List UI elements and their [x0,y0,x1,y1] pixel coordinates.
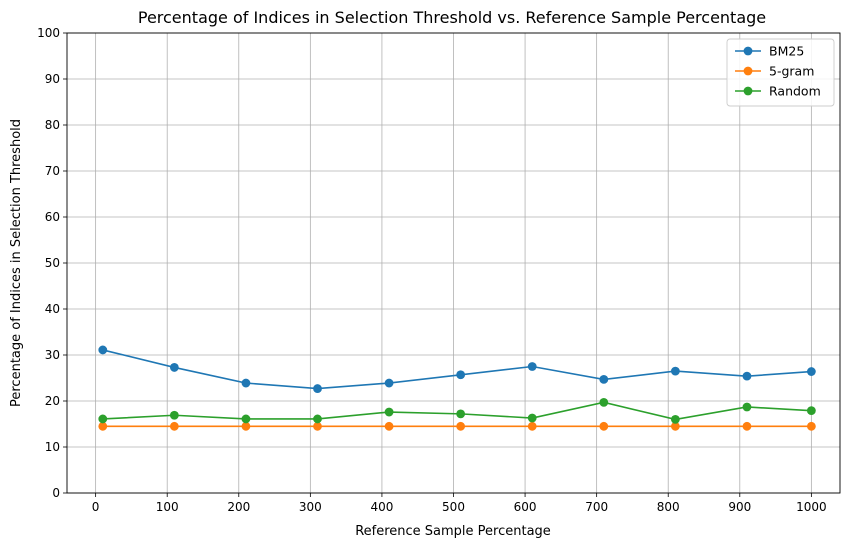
series-5-gram [98,421,816,431]
data-point-5-gram [670,421,680,431]
legend-label-bm25: BM25 [769,44,804,59]
y-tick-label: 90 [45,72,60,86]
x-tick-label: 700 [585,500,608,514]
x-tick-label: 400 [370,500,393,514]
data-point-bm25 [527,362,537,371]
data-point-5-gram [384,421,394,431]
data-point-random [527,413,537,423]
x-axis-label: Reference Sample Percentage [355,524,551,539]
x-tick-label: 200 [227,500,250,514]
y-tick-label: 60 [45,210,60,224]
y-axis-label: Percentage of Indices in Selection Thres… [9,119,24,407]
legend: BM25 5-gram Random [726,38,835,107]
y-tick-label: 100 [37,26,60,40]
data-point-random [670,415,680,424]
data-point-random [456,409,466,419]
x-tick-label: 900 [728,500,751,514]
series-random [98,397,816,424]
data-point-random [384,407,394,417]
x-tick-label: 500 [442,500,465,514]
x-tick-label: 300 [299,500,322,514]
data-point-random [599,397,609,407]
data-point-random [98,414,108,424]
y-tick-label: 50 [45,256,60,270]
y-tick-label: 0 [52,486,60,500]
x-tick-label: 0 [92,500,100,514]
legend-label-random: Random [769,84,821,99]
x-tick-label: 1000 [796,500,827,514]
y-tick-label: 70 [45,164,60,178]
data-point-random [241,414,251,424]
y-tick-label: 10 [45,440,60,454]
data-point-5-gram [169,421,179,431]
data-point-5-gram [98,421,108,431]
data-point-5-gram [241,421,251,431]
data-point-bm25 [599,374,609,384]
legend-marker-random [743,86,753,96]
legend-label-5-gram: 5-gram [769,64,814,79]
data-point-5-gram [806,421,816,431]
data-point-bm25 [670,366,680,376]
x-tick-label: 800 [657,500,680,514]
chart-title: Percentage of Indices in Selection Thres… [138,8,766,27]
data-point-random [313,414,322,424]
data-point-bm25 [384,378,394,388]
y-tick-label: 20 [45,394,60,408]
data-point-bm25 [806,367,816,376]
data-point-5-gram [599,421,609,431]
x-axis: 0 100 200 300 400 500 600 700 800 900 1000 [92,493,827,514]
y-tick-label: 80 [45,118,60,132]
data-point-bm25 [742,371,752,381]
data-point-bm25 [98,345,108,355]
data-point-5-gram [313,421,322,431]
data-point-bm25 [241,378,251,388]
x-tick-label: 100 [156,500,179,514]
data-point-random [742,402,752,412]
y-tick-label: 40 [45,302,60,316]
data-point-random [169,410,179,420]
series-bm25 [98,345,816,393]
data-point-5-gram [742,421,752,431]
data-point-bm25 [169,363,179,372]
y-tick-label: 30 [45,348,60,362]
data-point-5-gram [527,421,537,431]
legend-box [726,38,835,107]
legend-marker-bm25 [743,46,753,56]
series-layer [98,345,816,431]
data-point-random [806,406,816,416]
legend-marker-5-gram [743,66,753,76]
y-axis: 0 10 20 30 40 50 60 70 80 90 100 [37,26,67,500]
data-point-bm25 [313,384,322,393]
x-tick-label: 600 [514,500,537,514]
data-point-5-gram [456,421,466,431]
data-point-bm25 [456,370,466,380]
